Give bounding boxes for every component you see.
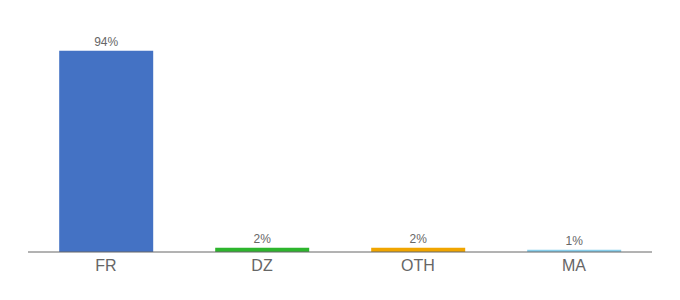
svg-text:1%: 1% <box>566 234 584 248</box>
svg-text:FR: FR <box>95 257 116 274</box>
svg-text:MA: MA <box>562 257 586 274</box>
svg-text:2%: 2% <box>410 232 428 246</box>
svg-text:OTH: OTH <box>401 257 435 274</box>
svg-text:94%: 94% <box>94 35 118 49</box>
svg-text:DZ: DZ <box>251 257 273 274</box>
svg-text:2%: 2% <box>254 232 272 246</box>
